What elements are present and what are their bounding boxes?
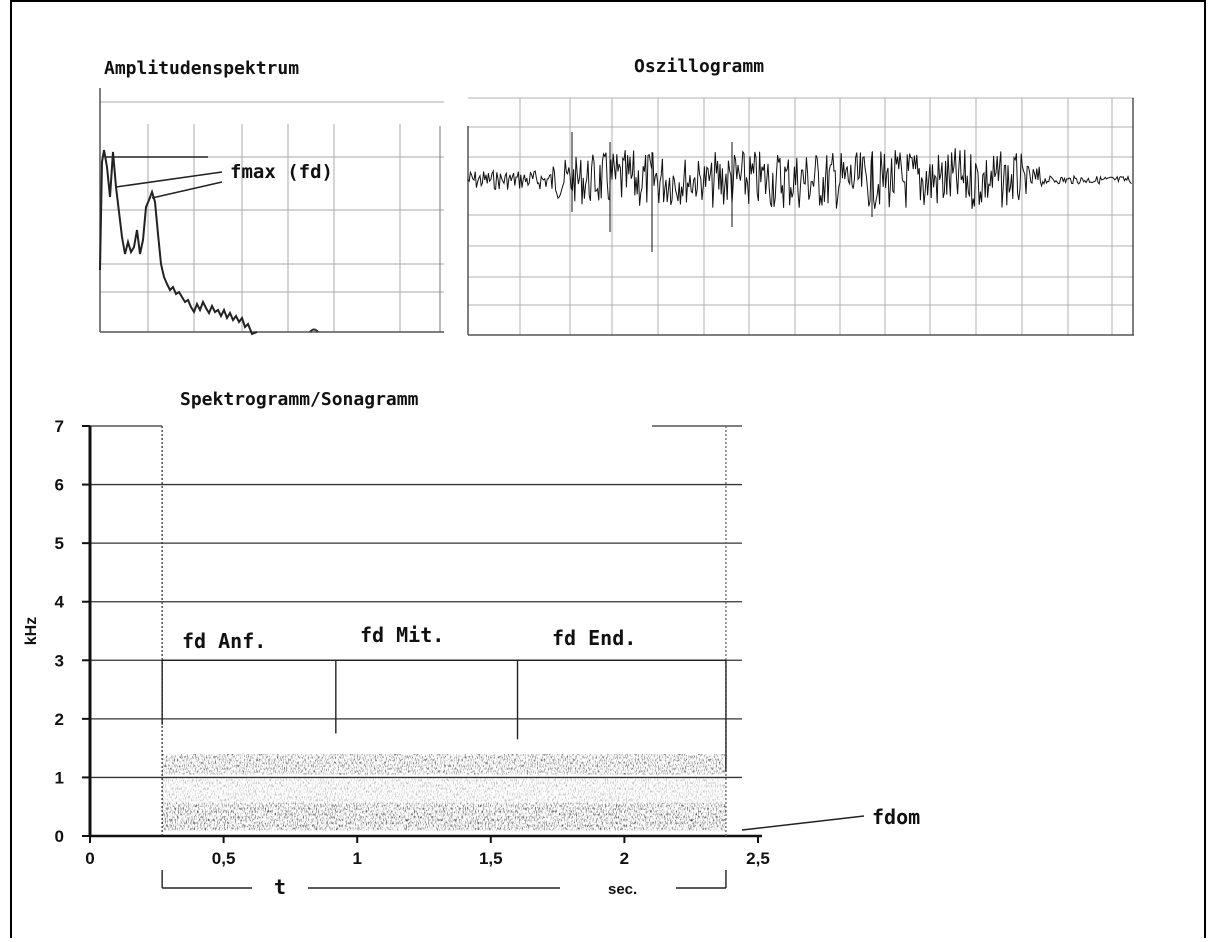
fd-mid-label: fd Mit. (360, 623, 444, 647)
fd-end-label: fd End. (552, 626, 636, 650)
amplitude-spectrum-panel: fmax (fd) (99, 88, 444, 336)
x-tick-label: 2 (620, 849, 629, 868)
x-tick-label: 0,5 (212, 849, 236, 868)
fdom-label: fdom (872, 805, 920, 829)
y-tick-label: 1 (55, 768, 64, 787)
amplitude-grid (99, 88, 444, 333)
x-tick-label: 1,5 (479, 849, 503, 868)
y-tick-label: 5 (55, 534, 64, 553)
y-tick-label: 3 (55, 651, 64, 670)
amplitude-spectrum-title: Amplitudenspektrum (104, 58, 299, 79)
y-tick-label: 0 (55, 827, 64, 846)
y-tick-label: 6 (55, 476, 64, 495)
oscillogram-panel (467, 97, 1134, 336)
spectrogram-x-ticks: 0 0,5 1 1,5 2 2,5 (85, 836, 770, 868)
y-tick-label: 7 (55, 417, 64, 436)
x-tick-label: 2,5 (746, 849, 770, 868)
y-tick-label: 2 (55, 710, 64, 729)
fd-start-label: fd Anf. (182, 629, 266, 653)
x-tick-label: 1 (352, 849, 361, 868)
energy-band (162, 754, 726, 775)
oscillogram-title: Oszillogramm (634, 56, 764, 77)
x-tick-label: 0 (85, 849, 94, 868)
figure-canvas: Amplitudenspektrum Oszillogramm Spektrog… (23, 56, 1134, 899)
fmax-label: fmax (fd) (230, 161, 333, 183)
spectrogram-title: Spektrogramm/Sonagramm (180, 389, 419, 410)
oscillogram-waveform (467, 132, 1132, 252)
spectrogram-y-ticks: 0 1 2 3 4 5 6 7 (55, 417, 90, 846)
time-bracket (161, 870, 727, 889)
spectrogram-energy-bands (162, 754, 726, 831)
amplitude-spectrum-curve (99, 149, 258, 336)
fmax-pointer-line (115, 171, 223, 188)
figure-frame: Amplitudenspektrum Oszillogramm Spektrog… (10, 0, 1206, 938)
oscillogram-grid (467, 97, 1134, 336)
time-symbol: t (274, 875, 286, 899)
spectrogram-panel: 0 1 2 3 4 5 6 7 0 0,5 1 1,5 2 2,5 kHz fd Anf. fd Mit… (23, 417, 920, 899)
energy-band (162, 803, 726, 831)
y-tick-label: 4 (55, 593, 65, 612)
fmax-pointer-line (151, 181, 223, 199)
fd-measurement-markers (161, 659, 727, 772)
energy-scatter (162, 777, 726, 804)
time-unit-label: sec. (608, 881, 637, 898)
y-axis-label: kHz (23, 617, 40, 645)
fdom-pointer-line (741, 815, 865, 831)
amplitude-residual-peak (309, 328, 319, 333)
